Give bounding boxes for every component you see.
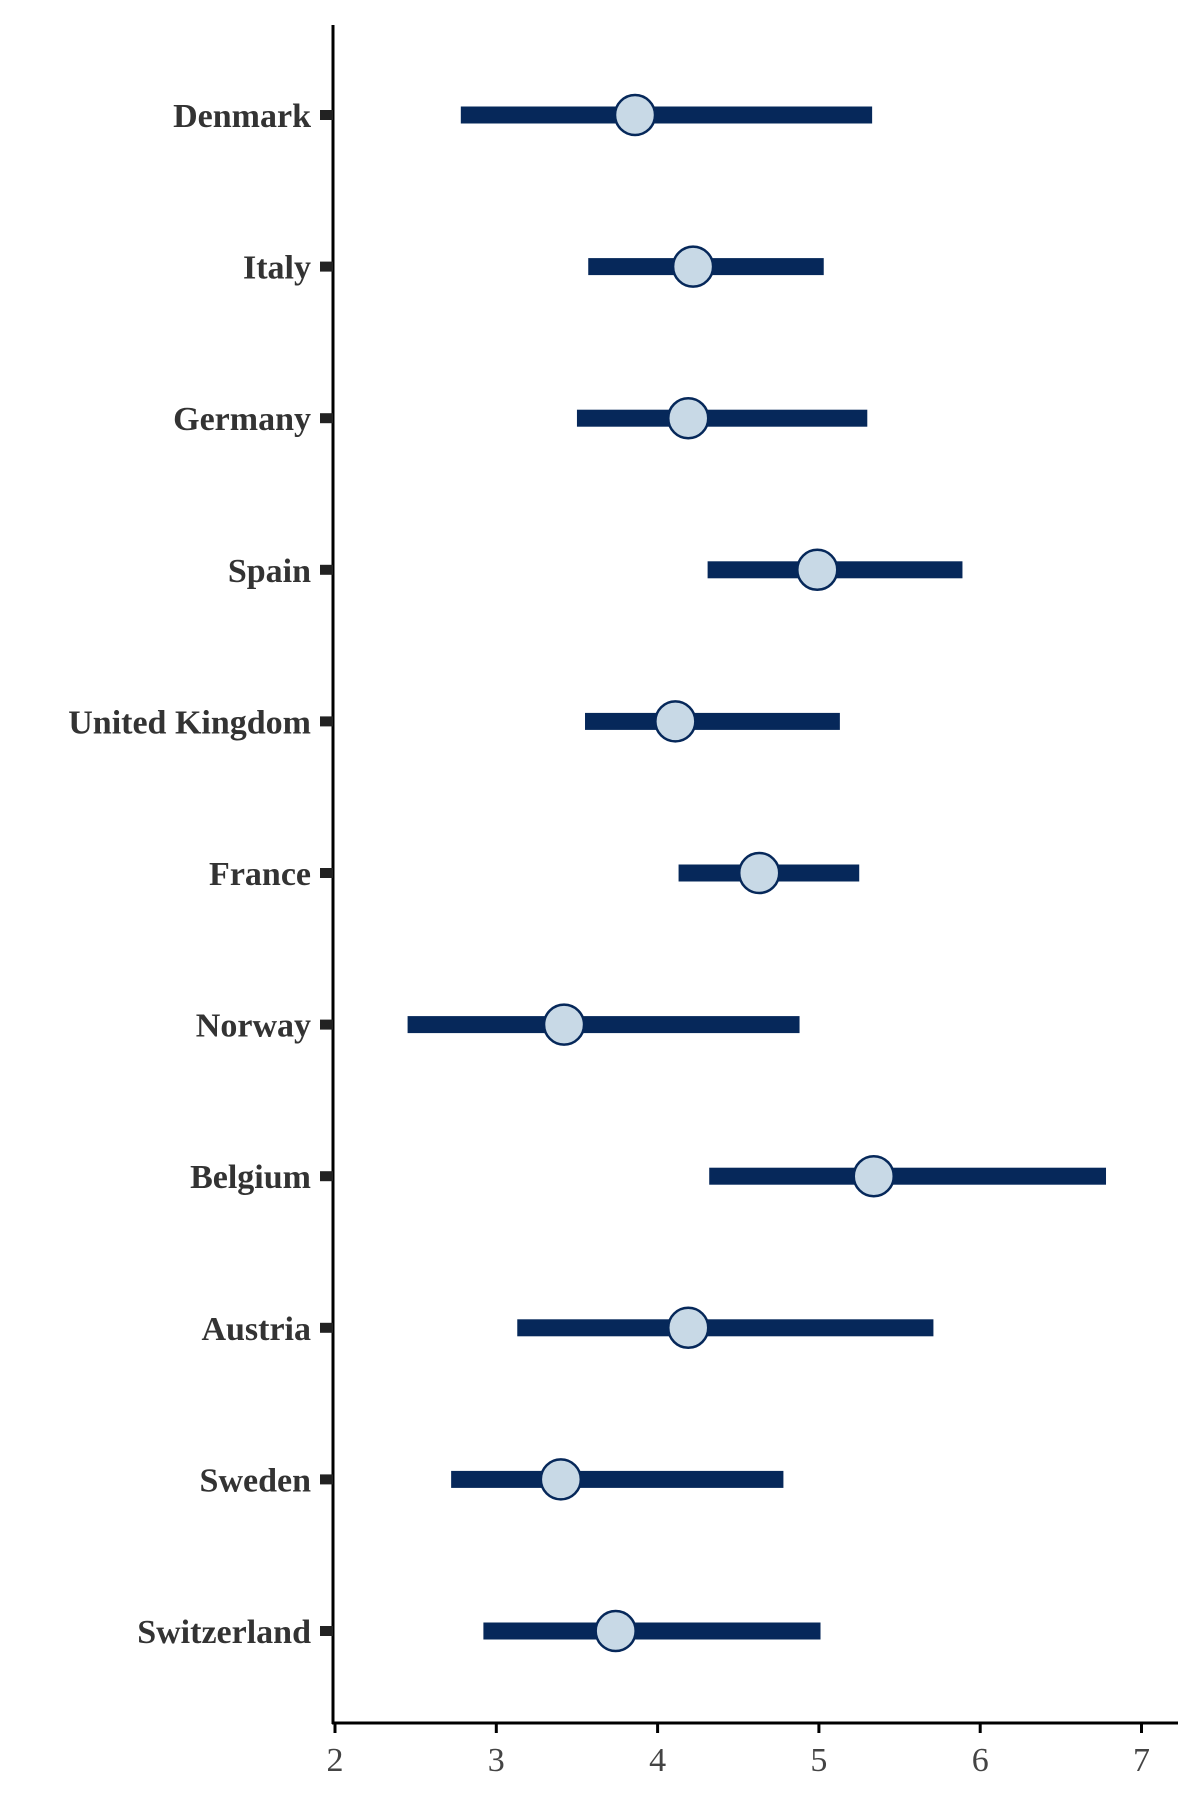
category-label: Switzerland (137, 1614, 311, 1651)
y-tick (320, 564, 333, 575)
y-tick (320, 413, 333, 424)
category-label: Sweden (200, 1462, 312, 1499)
category-label: Norway (196, 1008, 311, 1045)
y-tick (320, 110, 333, 120)
y-tick (320, 716, 333, 727)
category-label: Italy (243, 250, 311, 287)
y-tick (320, 1171, 333, 1182)
x-tick-label: 5 (810, 1742, 827, 1779)
interval-bar (517, 1319, 934, 1337)
y-tick (320, 1019, 333, 1030)
estimate-marker (539, 1458, 583, 1501)
y-tick (320, 868, 333, 878)
estimate-marker (666, 396, 710, 440)
interval-bar (460, 106, 873, 124)
x-tick-label: 4 (649, 1742, 666, 1779)
x-tick-label: 7 (1133, 1742, 1150, 1779)
estimate-marker (542, 1003, 586, 1046)
category-label: Austria (201, 1311, 311, 1348)
estimate-marker (654, 700, 697, 743)
estimate-marker (666, 1306, 710, 1350)
interval-bar (585, 712, 840, 730)
y-tick (320, 1322, 333, 1333)
x-tick-label: 3 (488, 1742, 505, 1779)
interval-bar (483, 1622, 821, 1640)
estimate-marker (737, 851, 781, 895)
y-tick (320, 261, 333, 272)
category-label: Germany (173, 401, 311, 438)
x-tick-label: 6 (972, 1742, 989, 1779)
estimate-marker (852, 1154, 895, 1198)
estimate-marker (671, 245, 715, 288)
estimate-marker (613, 93, 657, 137)
x-tick-label: 2 (327, 1742, 344, 1779)
y-tick (320, 1626, 333, 1636)
category-label: Spain (228, 553, 311, 590)
interval-bar (709, 1167, 1107, 1185)
estimate-marker (796, 548, 839, 592)
category-label: France (209, 856, 311, 893)
estimate-marker (594, 1609, 637, 1653)
interval-bar (407, 1016, 800, 1034)
interval-bar (451, 1470, 784, 1488)
category-label: Belgium (190, 1159, 311, 1196)
y-tick (320, 1474, 333, 1485)
interval-bar (576, 409, 868, 427)
plot-area: 2 3 4 5 6 7 Denmark Italy Germany Spain United Kin… (68, 25, 1178, 1779)
category-label: Denmark (173, 98, 311, 135)
category-label: United Kingdom (68, 704, 311, 741)
